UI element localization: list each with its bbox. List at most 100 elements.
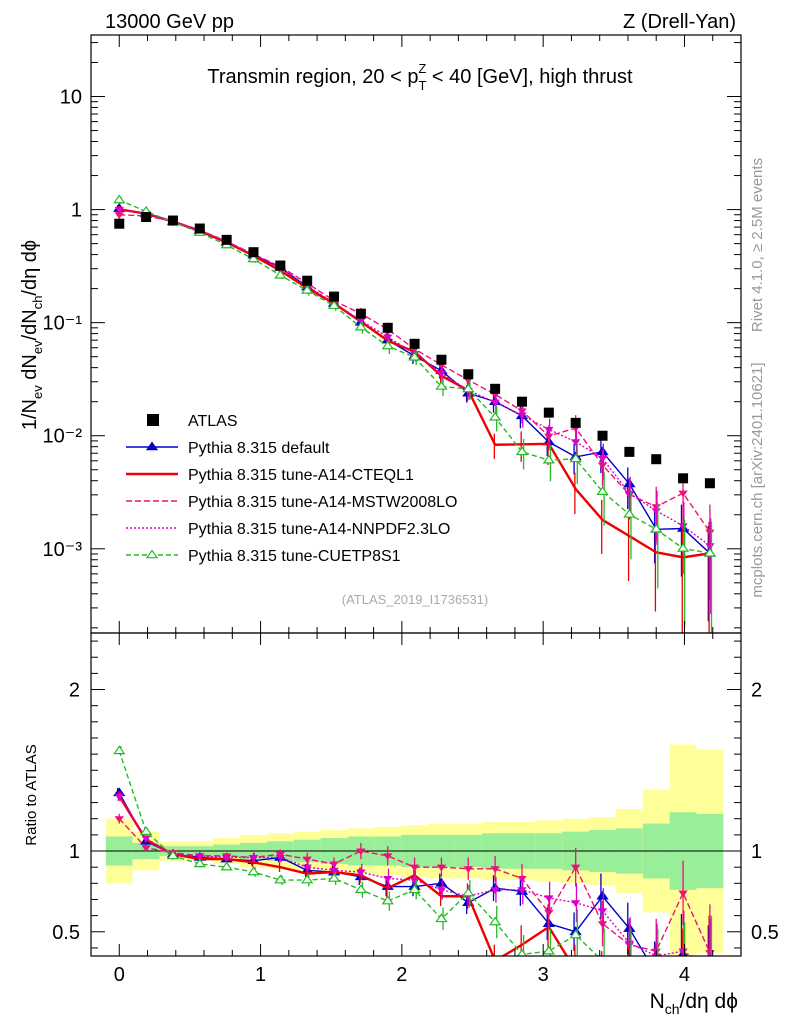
ratio-tick-label-right: 2	[751, 680, 762, 702]
atlas-data-point	[355, 308, 366, 319]
series-4-ratio-point	[569, 929, 582, 939]
legend-entry-label: ATLAS	[188, 413, 238, 430]
series-4-main-point	[542, 454, 555, 464]
series-3-ratio-point	[624, 940, 635, 948]
series-3-ratio-point	[329, 867, 339, 875]
x-tick-label: 1	[255, 964, 266, 986]
series-2-ratio-point	[436, 864, 447, 872]
atlas-data-point	[194, 223, 205, 234]
ratio-tick-label-right: 1	[751, 841, 762, 863]
series-4-ratio-point	[381, 895, 394, 905]
series-4-main-point	[327, 300, 341, 310]
legend-entry-label: Pythia 8.315 tune-A14-MSTW2008LO	[188, 494, 457, 511]
atlas-data-point	[302, 275, 313, 286]
series-3-ratio-point	[517, 887, 527, 894]
series-4-ratio-point	[354, 884, 368, 894]
series-3-main-point	[517, 412, 527, 420]
series-2-main-point	[678, 490, 688, 498]
series-4-main-point	[381, 340, 394, 350]
legend-entry-marker	[145, 441, 159, 451]
atlas-data-point	[114, 218, 125, 229]
series-4-ratio-point	[517, 948, 527, 956]
ratio-tick-label-left: 2	[69, 680, 80, 702]
series-3-ratio-point	[356, 869, 366, 877]
series-0-ratio-point	[705, 969, 715, 976]
series-2-main-line	[119, 214, 711, 533]
series-3-main-point	[114, 206, 124, 214]
series-3-ratio-point	[302, 864, 312, 872]
ratio-tick-label-left: 0.5	[52, 922, 80, 944]
series-3-ratio-point	[597, 908, 608, 915]
atlas-data-point	[597, 430, 608, 441]
series-3-ratio-point	[383, 875, 393, 883]
legend-entry-marker	[145, 549, 159, 559]
series-4-main-point	[569, 453, 582, 463]
series-3-ratio-point	[409, 877, 420, 885]
atlas-data-point	[516, 396, 527, 407]
atlas-data-point	[678, 473, 689, 484]
y-tick-label: 10⁻¹	[43, 313, 83, 335]
atlas-data-point	[382, 322, 393, 333]
x-tick-label: 0	[114, 964, 125, 986]
series-2-ratio-point	[597, 921, 608, 928]
series-4-ratio-point	[435, 913, 448, 923]
series-3-ratio-point	[436, 887, 447, 894]
series-2-ratio-point	[302, 856, 312, 864]
series-4-ratio-point	[408, 884, 421, 894]
series-4-ratio-point	[542, 945, 555, 955]
legend-entry-marker	[147, 414, 159, 426]
series-2-ratio-point	[409, 864, 420, 872]
series-4-main-point	[408, 351, 421, 361]
analysis-watermark: (ATLAS_2019_I1736531)	[342, 592, 488, 607]
series-3-ratio-point	[114, 793, 124, 801]
series-2-ratio-point	[329, 861, 339, 869]
y-tick-label: 1	[71, 200, 82, 222]
ratio-tick-label-right: 0.5	[751, 922, 779, 944]
series-4-main-point	[247, 253, 260, 263]
series-4-main-point	[462, 383, 475, 393]
series-3-ratio-point	[275, 854, 285, 862]
series-3-main-point	[436, 370, 447, 378]
series-4-ratio-point	[462, 887, 475, 897]
series-2-ratio-point	[678, 890, 688, 898]
x-tick-label: 3	[538, 964, 549, 986]
series-0-ratio-point	[651, 969, 661, 976]
series-2-ratio-point	[463, 866, 473, 873]
series-3-main-point	[597, 455, 608, 463]
main-ticks: 10⁻³ 10⁻² 10⁻¹ 1 10	[43, 35, 742, 633]
series-3-ratio-point	[571, 900, 581, 907]
series-3-main-point	[651, 508, 661, 515]
series-4-ratio-point	[247, 866, 260, 876]
series-4-main-point	[113, 194, 126, 204]
atlas-data-point	[704, 478, 715, 489]
mcplots-label: mcplots.cern.ch [arXiv:2401.10621]	[749, 362, 766, 597]
series-3-main-point	[383, 334, 393, 342]
series-3-ratio-point	[195, 853, 205, 861]
series-0-ratio-point	[596, 890, 609, 900]
series-4-ratio-point	[113, 745, 126, 755]
series-4-main-point	[274, 269, 287, 279]
series-4-main-point	[596, 486, 609, 495]
series-2-ratio-point	[356, 848, 366, 856]
atlas-data-point	[167, 215, 178, 226]
series-3-ratio-point	[490, 887, 500, 894]
atlas-data-point	[329, 291, 340, 302]
header-left: 13000 GeV pp	[105, 11, 234, 33]
legend: ATLAS Pythia 8.315 default Pythia 8.315 tu…	[126, 413, 457, 565]
x-tick-label: 2	[396, 964, 407, 986]
series-2-main-point	[517, 408, 527, 416]
atlas-data-point	[436, 354, 447, 365]
series-3-main-point	[490, 399, 500, 407]
y-tick-label: 10⁻²	[43, 426, 83, 448]
ratio-series-layer	[113, 745, 715, 976]
series-4-ratio-point	[488, 916, 502, 926]
plot-title: Transmin region, 20 < pTZ < 40 [GeV], hi…	[207, 61, 633, 93]
series-2-ratio-point	[517, 875, 527, 883]
atlas-data-point	[409, 338, 420, 349]
series-2-main-point	[597, 462, 608, 470]
series-3-ratio-point	[248, 854, 259, 862]
legend-entry-label: Pythia 8.315 tune-CUETP8S1	[188, 548, 401, 565]
series-2-ratio-point	[114, 816, 124, 823]
series-4-main-point	[623, 508, 636, 518]
series-4-ratio-point	[602, 955, 604, 956]
